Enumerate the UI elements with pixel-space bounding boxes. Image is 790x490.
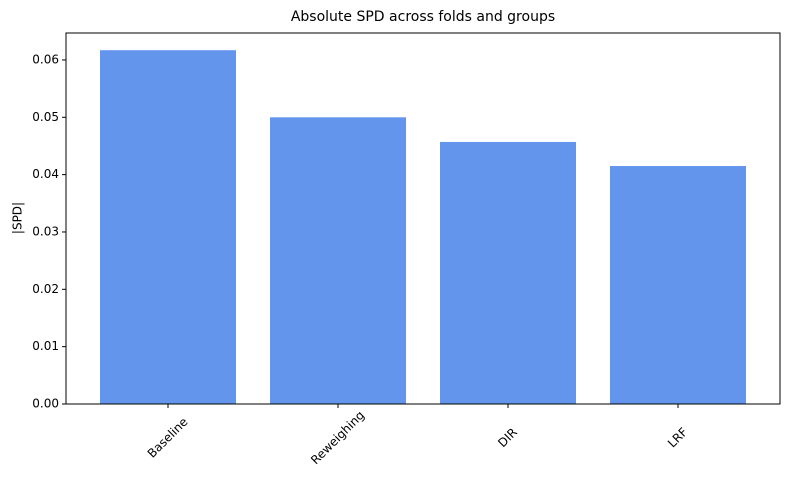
bar bbox=[610, 166, 746, 404]
y-tick-label: 0.00 bbox=[32, 397, 59, 411]
y-tick-label: 0.03 bbox=[32, 224, 59, 238]
y-tick-label: 0.06 bbox=[32, 52, 59, 66]
plot-frame bbox=[65, 32, 781, 405]
x-tick-label: DIR bbox=[495, 425, 520, 450]
x-tick-label: LRF bbox=[665, 425, 690, 450]
x-tick-label: Baseline bbox=[145, 415, 191, 461]
y-tick-label: 0.04 bbox=[32, 167, 59, 181]
bar bbox=[440, 141, 576, 405]
y-tick-label: 0.05 bbox=[32, 110, 59, 124]
chart-title: Absolute SPD across folds and groups bbox=[291, 9, 555, 25]
bar bbox=[270, 117, 406, 404]
x-tick-label: Reweighing bbox=[308, 408, 367, 467]
y-tick-label: 0.01 bbox=[32, 339, 59, 353]
y-axis-label: |SPD| bbox=[11, 202, 25, 234]
bar bbox=[100, 50, 236, 404]
y-tick-label: 0.02 bbox=[32, 282, 59, 296]
